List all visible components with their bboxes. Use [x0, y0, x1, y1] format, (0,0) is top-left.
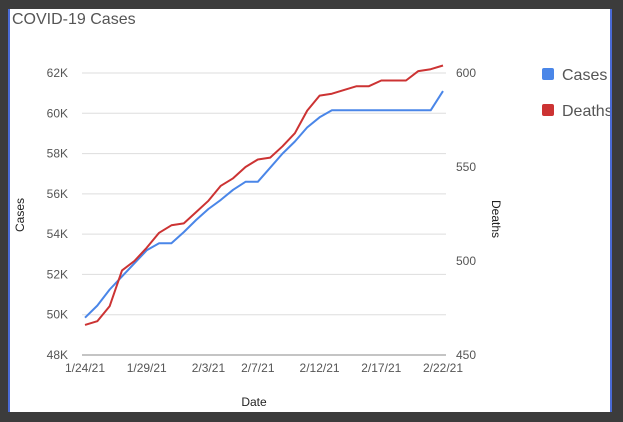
y-axis-title: Cases	[13, 198, 27, 232]
y2-axis-title: Deaths	[489, 200, 503, 238]
y-tick-label: 60K	[47, 106, 68, 120]
legend-label-deaths: Deaths	[562, 103, 612, 120]
y2-tick-label: 600	[456, 66, 476, 80]
y-tick-label: 48K	[47, 348, 68, 362]
x-axis-title: Date	[241, 395, 267, 409]
x-tick-label: 1/29/21	[127, 361, 167, 375]
y2-tick-label: 500	[456, 254, 476, 268]
legend-label-cases: Cases	[562, 67, 607, 84]
chart-card: COVID-19 Cases 48K 50K 52K 54K 56K 58K 60K 62K 4…	[8, 9, 612, 412]
chart-title: COVID-19 Cases	[12, 11, 136, 28]
y-tick-label: 54K	[47, 227, 68, 241]
legend-swatch-cases	[542, 68, 554, 80]
y2-tick-label: 550	[456, 160, 476, 174]
legend-swatch-deaths	[542, 104, 554, 116]
x-tick-label: 2/12/21	[300, 361, 340, 375]
x-tick-label: 2/7/21	[241, 361, 275, 375]
series-line-deaths	[84, 64, 444, 326]
series-line-cases	[84, 90, 444, 319]
x-tick-label: 2/3/21	[192, 361, 226, 375]
y-tick-label: 62K	[47, 66, 68, 80]
y-tick-label: 58K	[47, 147, 68, 161]
line-chart: 48K 50K 52K 54K 56K 58K 60K 62K 450 500 550 600 1/24…	[13, 64, 612, 409]
x-tick-label: 2/17/21	[361, 361, 401, 375]
y-tick-label: 52K	[47, 267, 68, 281]
y-tick-label: 50K	[47, 308, 68, 322]
y2-tick-label: 450	[456, 348, 476, 362]
x-tick-label: 2/22/21	[423, 361, 463, 375]
x-tick-label: 1/24/21	[65, 361, 105, 375]
y-tick-label: 56K	[47, 187, 68, 201]
